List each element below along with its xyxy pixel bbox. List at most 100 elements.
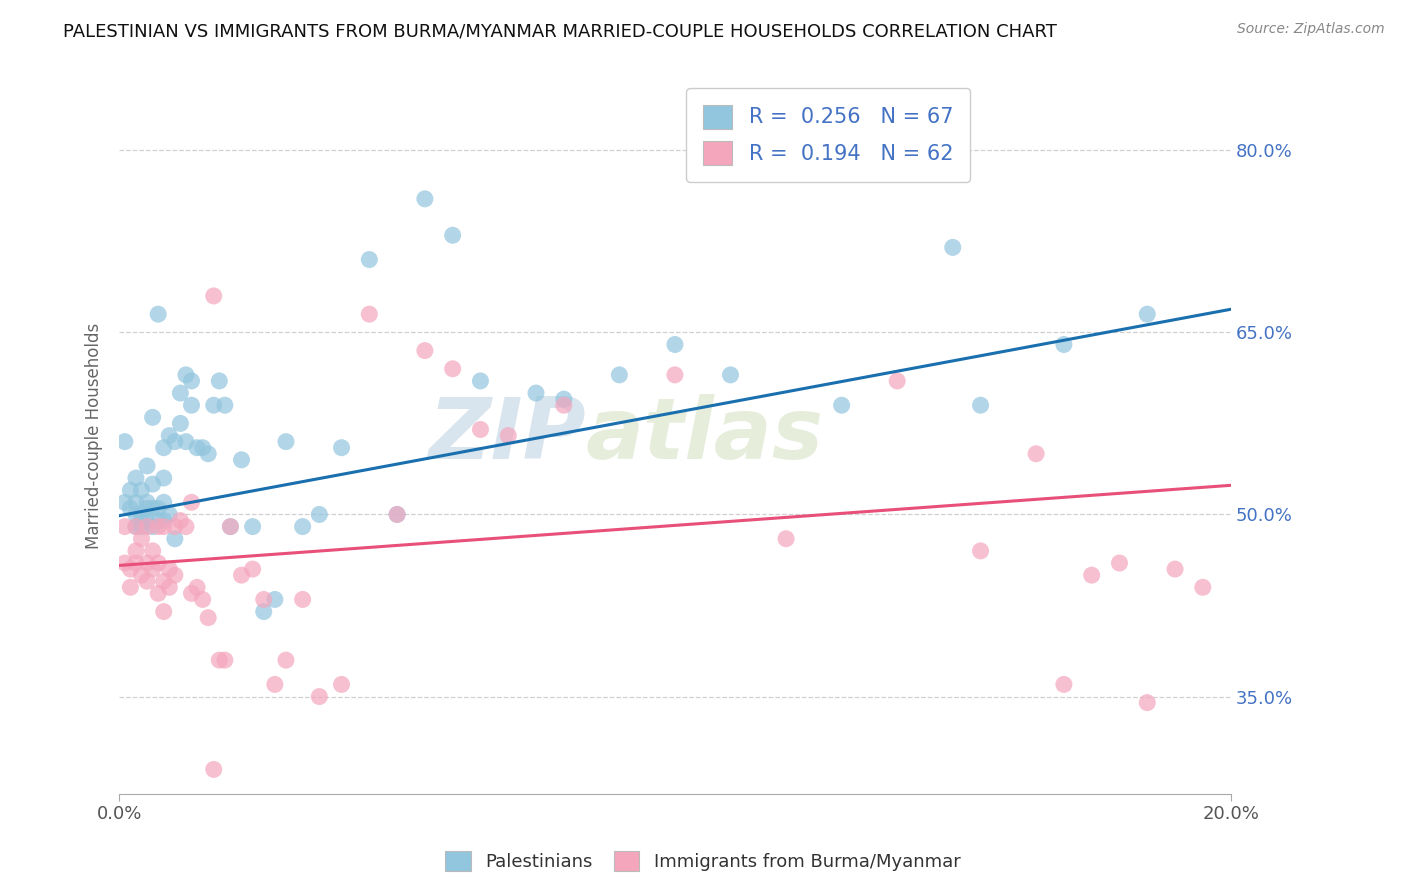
Text: PALESTINIAN VS IMMIGRANTS FROM BURMA/MYANMAR MARRIED-COUPLE HOUSEHOLDS CORRELATI: PALESTINIAN VS IMMIGRANTS FROM BURMA/MYA… (63, 22, 1057, 40)
Point (136, 574, 159, 589)
Point (274, 434, 297, 449)
Point (131, 519, 153, 533)
Point (1025, 447, 1047, 461)
Point (169, 386, 191, 401)
Point (359, 252, 381, 267)
Point (146, 514, 169, 528)
Point (470, 422, 492, 436)
Point (152, 441, 174, 455)
Point (263, 677, 285, 691)
Point (114, 519, 136, 533)
Point (720, 368, 742, 382)
Point (1108, 556, 1130, 570)
Point (146, 307, 169, 321)
Point (1191, 580, 1213, 594)
Point (191, 441, 214, 455)
Point (131, 568, 153, 582)
Point (1053, 677, 1076, 691)
Point (146, 501, 169, 516)
Point (152, 519, 174, 533)
Point (136, 501, 159, 516)
Point (125, 544, 148, 558)
Point (197, 447, 219, 461)
Point (152, 605, 174, 619)
Point (214, 398, 236, 412)
Point (553, 398, 575, 412)
Point (131, 514, 153, 528)
Point (174, 519, 197, 533)
Point (524, 386, 547, 401)
Point (831, 398, 853, 412)
Point (120, 501, 142, 516)
Point (214, 653, 236, 667)
Point (775, 532, 797, 546)
Point (131, 508, 153, 522)
Legend: Palestinians, Immigrants from Burma/Myanmar: Palestinians, Immigrants from Burma/Myan… (439, 844, 967, 879)
Point (1164, 562, 1187, 576)
Point (169, 514, 191, 528)
Point (1136, 696, 1159, 710)
Point (359, 307, 381, 321)
Point (197, 610, 219, 624)
Point (219, 519, 242, 533)
Point (253, 592, 276, 607)
Point (163, 532, 186, 546)
Point (142, 519, 165, 533)
Point (308, 690, 330, 704)
Point (120, 483, 142, 498)
Point (969, 398, 991, 412)
Point (1136, 307, 1159, 321)
Point (125, 495, 148, 509)
Point (180, 586, 202, 600)
Point (470, 374, 492, 388)
Point (152, 495, 174, 509)
Point (180, 495, 202, 509)
Point (125, 471, 148, 485)
Point (125, 508, 148, 522)
Point (191, 592, 214, 607)
Point (413, 343, 436, 358)
Point (330, 677, 353, 691)
Point (385, 508, 408, 522)
Point (308, 508, 330, 522)
Point (242, 519, 264, 533)
Point (180, 374, 202, 388)
Point (142, 410, 165, 425)
Point (886, 374, 908, 388)
Point (441, 361, 464, 376)
Point (136, 458, 159, 473)
Point (157, 428, 180, 442)
Point (231, 453, 253, 467)
Point (157, 508, 180, 522)
Point (131, 483, 153, 498)
Point (202, 763, 225, 777)
Point (496, 428, 519, 442)
Point (1080, 568, 1102, 582)
Point (120, 562, 142, 576)
Point (131, 532, 153, 546)
Point (146, 519, 169, 533)
Point (125, 519, 148, 533)
Point (142, 544, 165, 558)
Point (146, 586, 169, 600)
Point (136, 514, 159, 528)
Point (186, 441, 208, 455)
Point (969, 544, 991, 558)
Point (263, 592, 285, 607)
Point (253, 605, 276, 619)
Point (208, 653, 231, 667)
Point (242, 562, 264, 576)
Point (202, 289, 225, 303)
Point (553, 392, 575, 406)
Point (330, 441, 353, 455)
Point (142, 562, 165, 576)
Y-axis label: Married-couple Households: Married-couple Households (86, 322, 103, 549)
Point (136, 519, 159, 533)
Point (186, 580, 208, 594)
Point (114, 495, 136, 509)
Point (609, 368, 631, 382)
Point (163, 519, 186, 533)
Point (174, 368, 197, 382)
Point (291, 592, 314, 607)
Point (152, 514, 174, 528)
